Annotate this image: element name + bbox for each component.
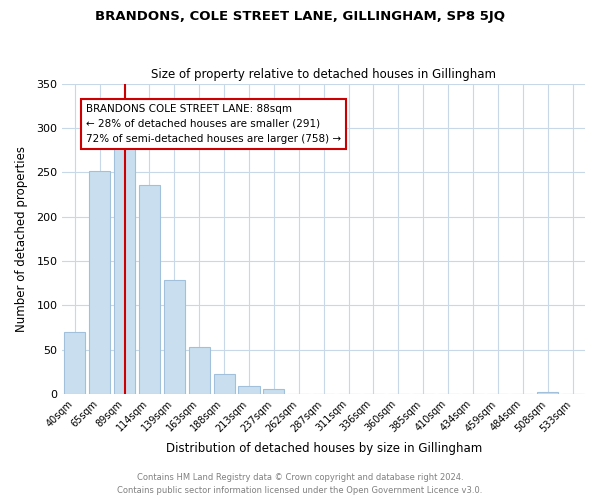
Bar: [188, 347, 210, 394]
Bar: [164, 280, 185, 394]
Text: BRANDONS COLE STREET LANE: 88sqm
← 28% of detached houses are smaller (291)
72% : BRANDONS COLE STREET LANE: 88sqm ← 28% o…: [86, 104, 341, 144]
Bar: [263, 390, 284, 394]
Text: Contains HM Land Registry data © Crown copyright and database right 2024.
Contai: Contains HM Land Registry data © Crown c…: [118, 474, 482, 495]
Y-axis label: Number of detached properties: Number of detached properties: [15, 146, 28, 332]
Bar: [238, 386, 260, 394]
Bar: [214, 374, 235, 394]
Bar: [537, 392, 558, 394]
X-axis label: Distribution of detached houses by size in Gillingham: Distribution of detached houses by size …: [166, 442, 482, 455]
Bar: [139, 184, 160, 394]
Text: BRANDONS, COLE STREET LANE, GILLINGHAM, SP8 5JQ: BRANDONS, COLE STREET LANE, GILLINGHAM, …: [95, 10, 505, 23]
Bar: [114, 137, 135, 394]
Title: Size of property relative to detached houses in Gillingham: Size of property relative to detached ho…: [151, 68, 496, 81]
Bar: [64, 332, 85, 394]
Bar: [89, 172, 110, 394]
